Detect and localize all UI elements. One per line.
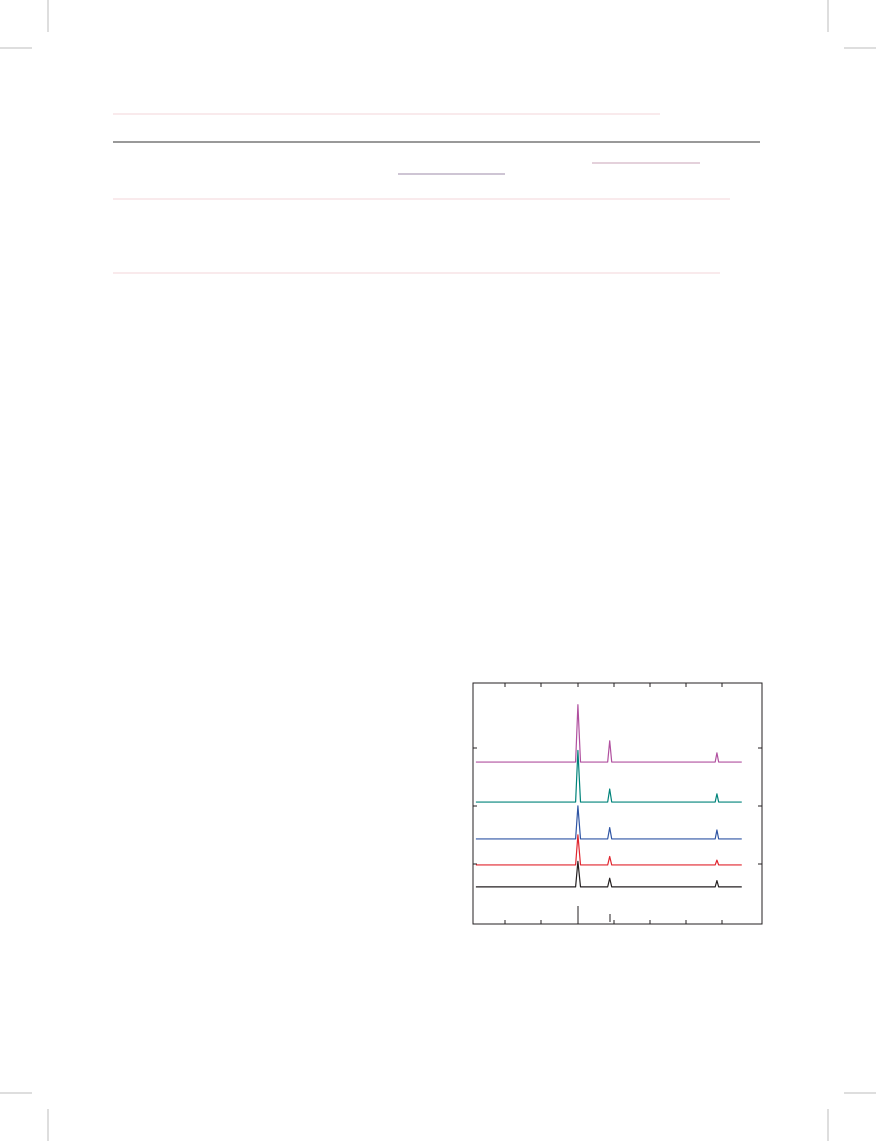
spectrum-line [475,749,742,803]
chart [472,682,763,925]
spectrum-line [475,805,742,840]
frame-ticks [473,683,762,924]
table-rules [113,113,760,274]
spectrum-line [475,834,742,866]
spectrum-line [475,860,742,888]
spectrum-line [475,704,742,763]
plot-frame [472,682,763,925]
